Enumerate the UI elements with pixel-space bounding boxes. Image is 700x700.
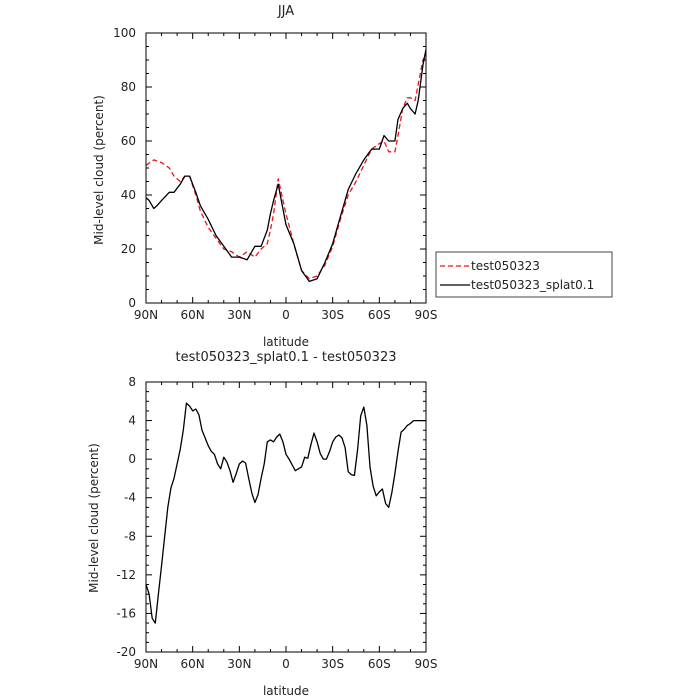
y-tick-label: 60 — [121, 134, 136, 148]
y-tick-label: 80 — [121, 80, 136, 94]
y-tick-label: 100 — [113, 26, 136, 40]
bottom-chart-ticks: 90N 60N 30N 0 30S 60S 90S -20 -16 -12 -8 -4 0 4 8 — [116, 375, 437, 671]
series-line-dashed — [145, 54, 427, 280]
x-tick-label: 30N — [227, 308, 251, 322]
bottom-chart-title: test050323_splat0.1 - test050323 — [175, 350, 396, 365]
legend: test050323 test050323_splat0.1 — [435, 251, 613, 298]
y-tick-label: 0 — [128, 296, 136, 310]
top-chart-frame — [145, 32, 427, 304]
top-chart-lines — [145, 49, 427, 283]
x-tick-label: 0 — [282, 308, 290, 322]
y-tick-label: 40 — [121, 188, 136, 202]
legend-label-splat: test050323_splat0.1 — [471, 278, 594, 292]
y-tick-label: -8 — [124, 529, 136, 543]
y-tick-label: 8 — [128, 375, 136, 389]
bottom-chart-frame — [145, 381, 427, 653]
x-tick-label: 30S — [321, 308, 344, 322]
bottom-chart-xlabel: latitude — [263, 684, 309, 698]
y-tick-label: -12 — [116, 568, 136, 582]
y-tick-label: 20 — [121, 242, 136, 256]
x-tick-label: 90S — [415, 657, 438, 671]
bottom-chart-ylabel: Mid-level cloud (percent) — [87, 443, 101, 593]
top-chart-ticks: 90N 60N 30N 0 30S 60S 90S 0 20 40 60 80 100 — [113, 26, 437, 322]
y-tick-label: -4 — [124, 491, 136, 505]
bottom-chart: test050323_splat0.1 - test050323 90N 60N 3… — [87, 350, 437, 698]
x-tick-label: 60N — [181, 308, 205, 322]
y-tick-label: -16 — [116, 606, 136, 620]
x-tick-label: 60N — [181, 657, 205, 671]
x-tick-label: 30N — [227, 657, 251, 671]
top-chart-ylabel: Mid-level cloud (percent) — [92, 95, 106, 245]
y-tick-label: 0 — [128, 452, 136, 466]
x-tick-label: 0 — [282, 657, 290, 671]
x-tick-label: 90N — [134, 657, 158, 671]
series-line-solid — [145, 49, 427, 283]
y-tick-label: -20 — [116, 645, 136, 659]
y-tick-label: 4 — [128, 414, 136, 428]
x-tick-label: 90N — [134, 308, 158, 322]
top-chart: JJA 90N 60N 30N 0 30S 60S 90S 0 20 40 60 80 100 lati… — [92, 4, 437, 349]
x-tick-label: 90S — [415, 308, 438, 322]
legend-box — [435, 251, 613, 298]
x-tick-label: 30S — [321, 657, 344, 671]
legend-label-test050323: test050323 — [471, 259, 540, 273]
top-chart-xlabel: latitude — [263, 335, 309, 349]
bottom-chart-lines — [145, 402, 426, 624]
series-line-solid — [145, 402, 426, 624]
top-chart-title: JJA — [277, 4, 294, 19]
x-tick-label: 60S — [368, 308, 391, 322]
x-tick-label: 60S — [368, 657, 391, 671]
